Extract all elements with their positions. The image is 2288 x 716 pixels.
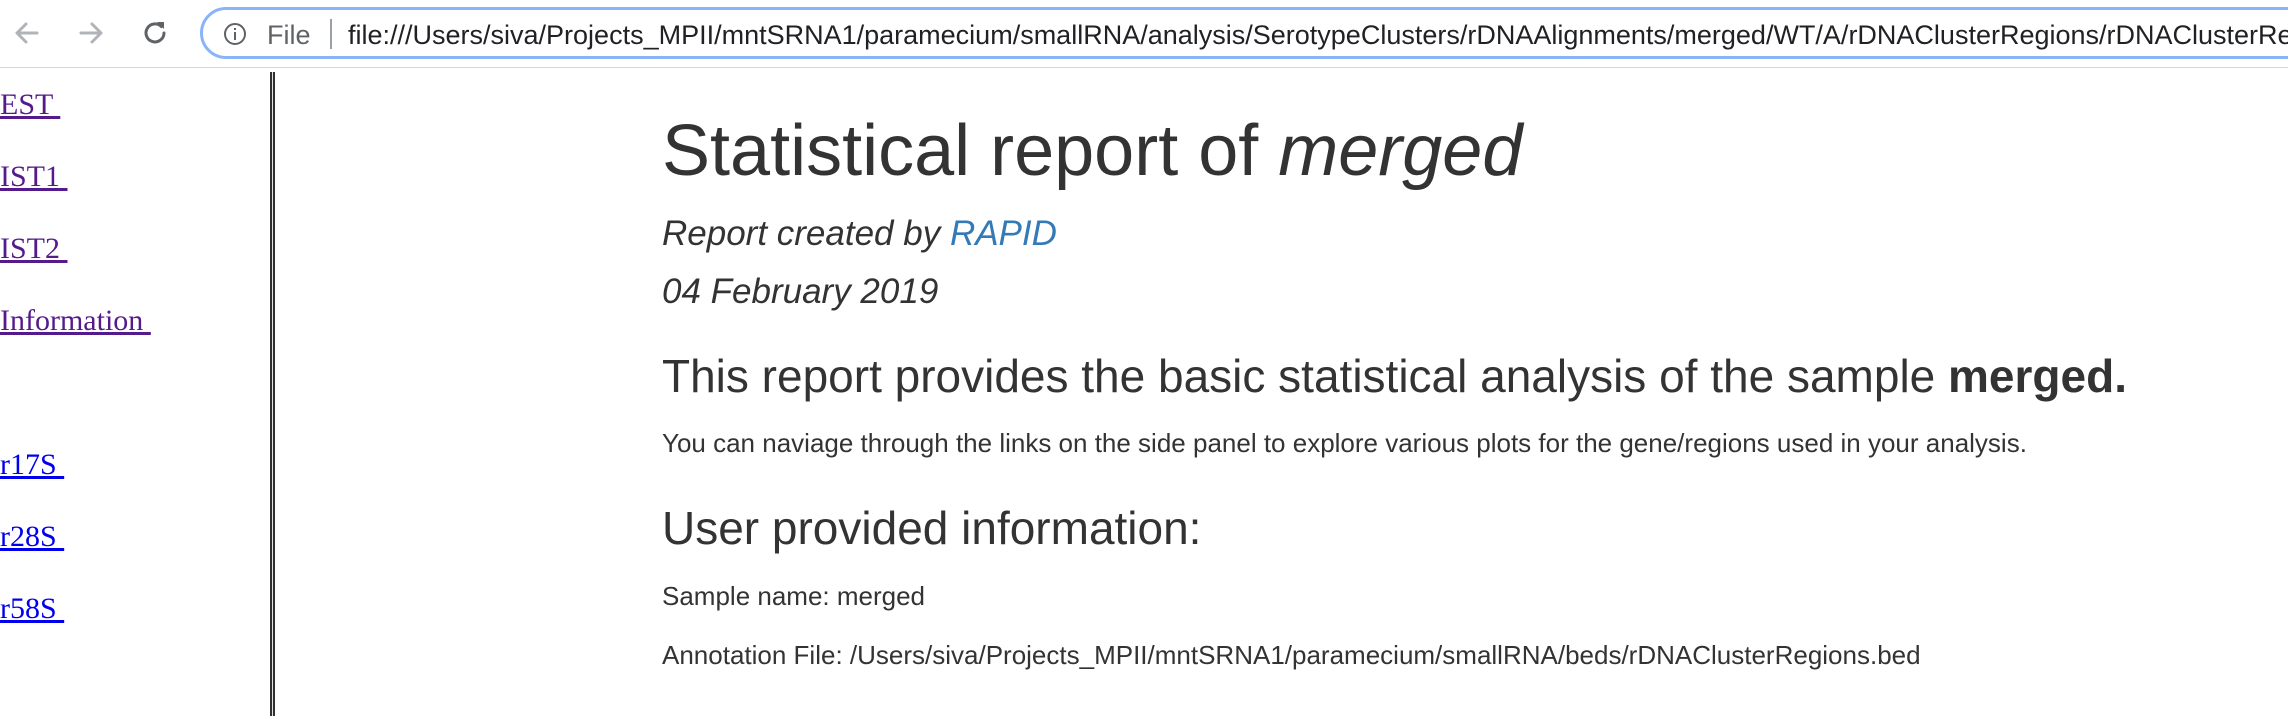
report-title-sample: merged — [1278, 111, 1523, 191]
sidebar-link-ist1[interactable]: IST1 — [0, 160, 68, 193]
report-title-prefix: Statistical report of — [662, 111, 1279, 191]
report-title: Statistical report of merged — [662, 110, 1522, 192]
annotation-file-line: Annotation File: /Users/siva/Projects_MP… — [662, 640, 1921, 670]
sidebar-link-est[interactable]: EST — [0, 88, 61, 121]
rapid-link[interactable]: RAPID — [949, 214, 1057, 253]
address-divider — [330, 19, 332, 49]
browser-toolbar: File file:///Users/siva/Projects_MPII/mn… — [0, 0, 2288, 68]
sidebar-frame: EST IST1 IST2 Information r17S r28S r58S — [0, 68, 270, 716]
report-content: Statistical report of merged Report crea… — [276, 68, 2288, 716]
intro-text: You can naviage through the links on the… — [662, 428, 2027, 458]
sidebar-link-r58s[interactable]: r58S — [0, 592, 65, 625]
frame-divider[interactable] — [270, 72, 275, 716]
info-circle-icon[interactable] — [223, 22, 247, 46]
forward-button[interactable] — [72, 14, 110, 52]
address-bar[interactable]: File file:///Users/siva/Projects_MPII/mn… — [200, 7, 2288, 59]
created-by-prefix: Report created by — [662, 214, 950, 253]
arrow-left-icon — [15, 22, 39, 44]
sample-name-line: Sample name: merged — [662, 581, 926, 611]
reload-button[interactable] — [136, 14, 174, 52]
report-date: 04 February 2019 — [662, 272, 939, 311]
intro-heading-prefix: This report provides the basic statistic… — [662, 350, 1949, 402]
user-info-heading: User provided information: — [662, 502, 1202, 554]
sidebar-link-information[interactable]: Information — [0, 304, 151, 337]
sidebar-link-ist2[interactable]: IST2 — [0, 232, 68, 265]
reload-icon — [144, 22, 166, 44]
back-button[interactable] — [8, 14, 46, 52]
sidebar-link-r17s[interactable]: r17S — [0, 448, 65, 481]
sidebar-link-r28s[interactable]: r28S — [0, 520, 65, 553]
arrow-right-icon — [79, 22, 103, 44]
scheme-label: File — [267, 20, 311, 50]
report-created-by: Report created by RAPID — [662, 214, 1057, 254]
url-text[interactable]: file:///Users/siva/Projects_MPII/mntSRNA… — [348, 20, 2288, 50]
intro-heading: This report provides the basic statistic… — [662, 349, 2127, 403]
intro-heading-sample: merged. — [1948, 350, 2127, 402]
